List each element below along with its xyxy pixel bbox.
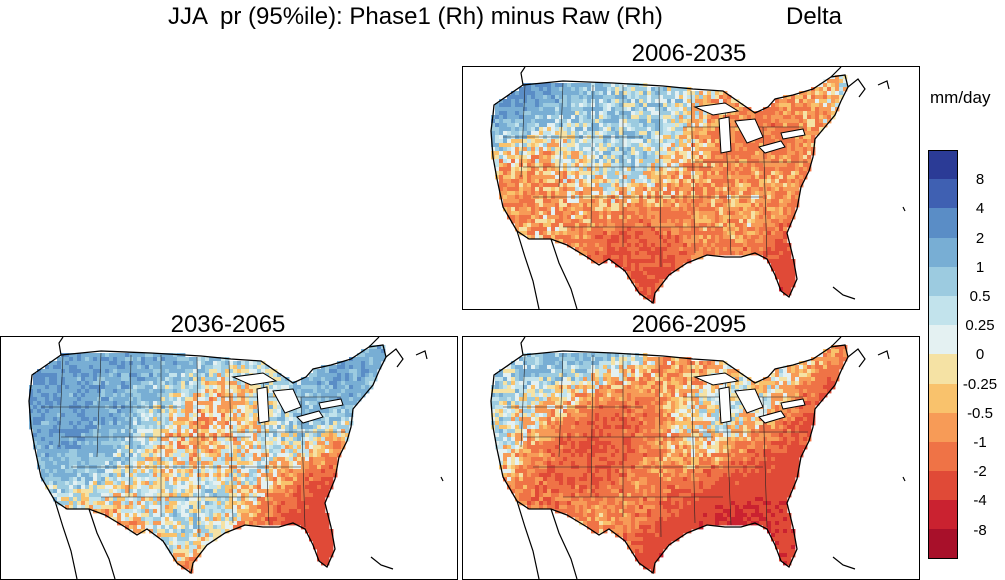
legend-label: -1 — [973, 434, 987, 451]
coastline-fragment — [415, 350, 428, 360]
coastline-fragment — [516, 230, 540, 309]
state-boundaries — [503, 352, 808, 538]
legend-label: 4 — [975, 200, 985, 218]
coastline-fragment — [832, 286, 856, 300]
legend-label: 8 — [975, 171, 985, 189]
coastline-fragment — [830, 67, 842, 78]
legend-swatch — [928, 150, 958, 180]
lake-shape — [718, 116, 732, 154]
lake-shape — [780, 128, 806, 140]
conus-outline — [490, 74, 849, 305]
coastline-fragment — [370, 556, 394, 570]
legend-swatch — [928, 266, 958, 296]
lake-shape — [693, 372, 740, 386]
legend-label: 0 — [975, 346, 985, 364]
lake-shape — [318, 398, 344, 410]
state-boundaries — [503, 82, 808, 268]
legend-swatch — [928, 412, 958, 442]
state-boundaries — [41, 352, 346, 538]
figure-main-title: JJA pr (95%ile): Phase1 (Rh) minus Raw (… — [168, 3, 663, 30]
precip-delta-field — [29, 345, 386, 574]
map-2066-2095 — [490, 337, 906, 579]
panel-title-2066-2095: 2066-2095 — [631, 311, 747, 338]
coastline-fragment — [440, 476, 444, 482]
precip-delta-field — [491, 75, 848, 304]
lake-shape — [693, 102, 740, 116]
legend-swatch — [928, 208, 958, 238]
coastline-fragment — [550, 238, 578, 309]
legend-swatch — [928, 325, 958, 355]
coastline-fragment — [847, 78, 866, 98]
coastline-fragment — [520, 67, 526, 86]
lake-shape — [272, 388, 302, 414]
panel-title-2036-2065: 2036-2065 — [170, 311, 286, 338]
coastline-fragment — [58, 337, 64, 356]
panel-title-2006-2035: 2006-2035 — [631, 40, 747, 67]
coastline-fragment — [877, 350, 890, 360]
lake-shape — [734, 388, 764, 414]
map-panel-2066-2095 — [462, 336, 920, 580]
legend-label: -0.25 — [962, 375, 998, 393]
color-legend — [928, 150, 958, 559]
legend-swatch — [928, 179, 958, 209]
lake-shape — [296, 410, 324, 424]
figure-subtitle: Delta — [786, 3, 843, 30]
legend-label: -2 — [973, 463, 987, 481]
coastline-fragment — [550, 508, 578, 579]
coastline-fragment — [516, 500, 540, 579]
legend-swatch — [928, 383, 958, 413]
lake-shape — [231, 372, 278, 386]
legend-label: -0.5 — [967, 404, 993, 422]
lake-shape — [718, 386, 732, 424]
lake-shape — [256, 386, 270, 424]
coastline-fragment — [385, 348, 404, 368]
coastline-fragment — [847, 348, 866, 368]
map-panel-2036-2065 — [0, 336, 458, 580]
coastline-fragment — [54, 500, 78, 579]
coastline-fragment — [520, 337, 526, 356]
legend-labels: 8 4 2 1 0.5 0.25 0 -0.25 -0.5 -1 -2 -4 -8 — [955, 150, 1005, 560]
legend-label: 0.25 — [965, 317, 995, 335]
map-2036-2065 — [28, 337, 444, 579]
precip-delta-field — [491, 345, 848, 574]
legend-label: 1 — [975, 258, 985, 276]
coastline-fragment — [830, 337, 842, 348]
coastline-fragment — [88, 508, 116, 579]
lake-shape — [758, 410, 786, 424]
legend-swatch — [928, 500, 958, 530]
legend-swatch — [928, 471, 958, 501]
legend-label: 2 — [975, 229, 985, 247]
coastline-fragment — [368, 337, 380, 348]
legend-label: -4 — [973, 492, 987, 510]
conus-outline — [490, 344, 849, 575]
legend-swatch — [928, 354, 958, 384]
lake-shape — [780, 398, 806, 410]
legend-swatch — [928, 295, 958, 326]
legend-swatch — [928, 237, 958, 267]
legend-swatch — [928, 441, 958, 472]
coastline-fragment — [902, 476, 906, 482]
coastline-fragment — [832, 556, 856, 570]
lake-shape — [734, 118, 764, 144]
coastline-fragment — [877, 80, 890, 90]
legend-swatch — [928, 529, 958, 559]
conus-outline — [28, 344, 387, 575]
map-panel-2006-2035 — [462, 66, 920, 310]
lake-shape — [758, 140, 786, 154]
legend-units: mm/day — [930, 88, 991, 107]
coastline-fragment — [902, 206, 906, 212]
legend-label: -8 — [973, 521, 987, 539]
legend-label: 0.5 — [969, 288, 991, 305]
map-2006-2035 — [490, 67, 906, 309]
